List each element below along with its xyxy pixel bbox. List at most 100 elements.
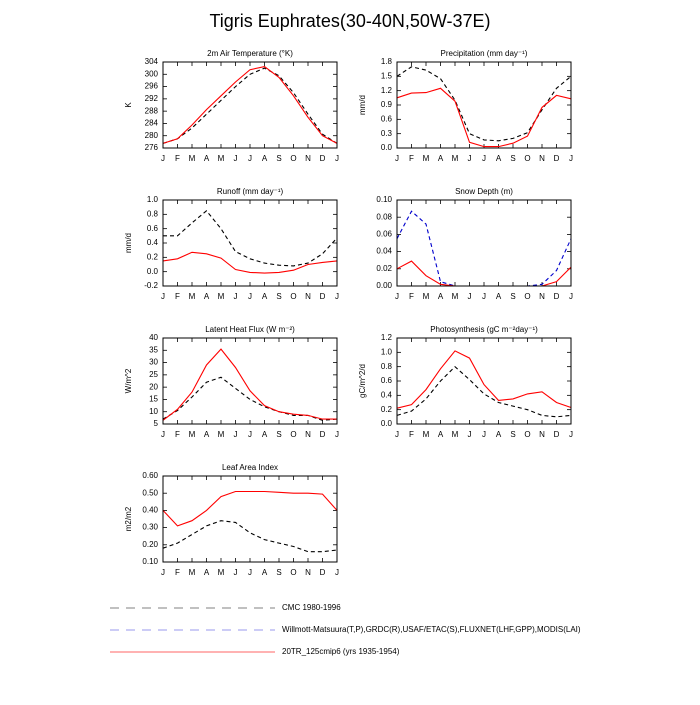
legend-label: Willmott-Matsuura(T,P),GRDC(R),USAF/ETAC… xyxy=(282,625,581,634)
x-tick-label: F xyxy=(409,292,414,301)
x-tick-label: O xyxy=(290,430,296,439)
plot-frame xyxy=(396,199,572,287)
x-tick-label: D xyxy=(320,568,326,577)
y-tick-label: 35 xyxy=(149,345,158,354)
y-tick-label: 0.6 xyxy=(147,224,159,233)
x-tick-label: M xyxy=(452,430,459,439)
y-tick-label: 0.4 xyxy=(147,238,159,247)
x-tick-label: O xyxy=(290,154,296,163)
x-tick-label: F xyxy=(175,154,180,163)
x-tick-label: D xyxy=(554,292,560,301)
x-tick-label: J xyxy=(482,430,486,439)
y-axis-label: W/m^2 xyxy=(124,368,133,393)
y-tick-label: 0.8 xyxy=(381,362,393,371)
plot-frame xyxy=(396,61,572,149)
x-tick-label: A xyxy=(262,154,268,163)
x-tick-label: F xyxy=(175,430,180,439)
x-tick-label: M xyxy=(189,154,196,163)
x-tick-label: M xyxy=(189,292,196,301)
y-axis-label: K xyxy=(124,102,133,108)
y-tick-label: 15 xyxy=(149,395,158,404)
series-line xyxy=(162,251,338,274)
y-tick-label: 0.0 xyxy=(147,267,159,276)
x-tick-label: S xyxy=(276,568,281,577)
x-tick-label: J xyxy=(468,292,472,301)
x-tick-label: A xyxy=(204,292,210,301)
x-tick-label: D xyxy=(554,430,560,439)
y-tick-label: 276 xyxy=(145,143,159,152)
y-tick-label: 0.02 xyxy=(376,264,392,273)
x-tick-label: M xyxy=(189,568,196,577)
plot-frame xyxy=(162,199,338,287)
y-tick-label: 300 xyxy=(145,69,159,78)
x-tick-label: J xyxy=(234,430,238,439)
y-tick-label: 284 xyxy=(145,119,159,128)
x-tick-label: M xyxy=(218,430,225,439)
x-tick-label: J xyxy=(234,154,238,163)
plot-frame xyxy=(162,475,338,563)
panel-title: 2m Air Temperature (°K) xyxy=(207,49,293,58)
y-tick-label: 0.00 xyxy=(376,281,392,290)
x-tick-label: D xyxy=(554,154,560,163)
x-tick-label: O xyxy=(524,154,530,163)
x-tick-label: J xyxy=(335,430,339,439)
series-line xyxy=(163,210,338,267)
x-tick-label: O xyxy=(524,430,530,439)
y-axis-label: m2/m2 xyxy=(124,506,133,531)
x-tick-label: M xyxy=(189,430,196,439)
x-tick-label: M xyxy=(218,568,225,577)
plot-frame xyxy=(162,61,338,149)
x-tick-label: N xyxy=(305,154,311,163)
y-tick-label: 1.2 xyxy=(381,333,393,342)
x-tick-label: A xyxy=(438,430,444,439)
y-tick-label: 292 xyxy=(145,94,159,103)
panel-title: Runoff (mm day⁻¹) xyxy=(217,187,284,196)
x-tick-label: D xyxy=(320,154,326,163)
x-tick-label: O xyxy=(290,292,296,301)
y-tick-label: 304 xyxy=(145,57,159,66)
x-tick-label: J xyxy=(395,292,399,301)
y-tick-label: 288 xyxy=(145,106,159,115)
x-tick-label: N xyxy=(539,154,545,163)
y-axis-label: gC/m^2/d xyxy=(358,364,367,398)
legend-label: 20TR_125cmip6 (yrs 1935-1954) xyxy=(282,647,400,656)
x-tick-label: D xyxy=(320,292,326,301)
y-tick-label: 1.0 xyxy=(147,195,159,204)
y-tick-label: 0.60 xyxy=(142,471,158,480)
x-tick-label: J xyxy=(234,568,238,577)
series-line xyxy=(396,210,572,287)
x-tick-label: J xyxy=(395,154,399,163)
series-line xyxy=(396,365,572,418)
panel-title: Snow Depth (m) xyxy=(455,187,513,196)
x-tick-label: N xyxy=(539,430,545,439)
x-tick-label: A xyxy=(204,154,210,163)
x-tick-label: J xyxy=(468,430,472,439)
x-tick-label: S xyxy=(510,430,515,439)
plot-frame xyxy=(162,337,338,425)
plot-frame xyxy=(396,337,572,425)
y-tick-label: 0.4 xyxy=(381,390,393,399)
y-tick-label: 5 xyxy=(154,419,159,428)
x-tick-label: S xyxy=(510,292,515,301)
series-line xyxy=(162,490,338,527)
y-tick-label: 30 xyxy=(149,358,158,367)
x-tick-label: A xyxy=(262,568,268,577)
y-tick-label: 1.8 xyxy=(381,57,393,66)
x-tick-label: J xyxy=(335,154,339,163)
x-tick-label: A xyxy=(496,430,502,439)
panel-title: Photosynthesis (gC m⁻²day⁻¹) xyxy=(430,325,538,334)
x-tick-label: J xyxy=(569,292,573,301)
y-tick-label: 0.20 xyxy=(142,540,158,549)
y-tick-label: 1.5 xyxy=(381,71,393,80)
x-tick-label: F xyxy=(409,430,414,439)
y-tick-label: 280 xyxy=(145,131,159,140)
series-line xyxy=(396,350,572,409)
y-tick-label: 0.30 xyxy=(142,523,158,532)
x-tick-label: S xyxy=(276,292,281,301)
x-tick-label: J xyxy=(161,154,165,163)
x-tick-label: J xyxy=(234,292,238,301)
panel-title: Leaf Area Index xyxy=(222,463,278,472)
x-tick-label: J xyxy=(395,430,399,439)
y-tick-label: 0.6 xyxy=(381,114,393,123)
